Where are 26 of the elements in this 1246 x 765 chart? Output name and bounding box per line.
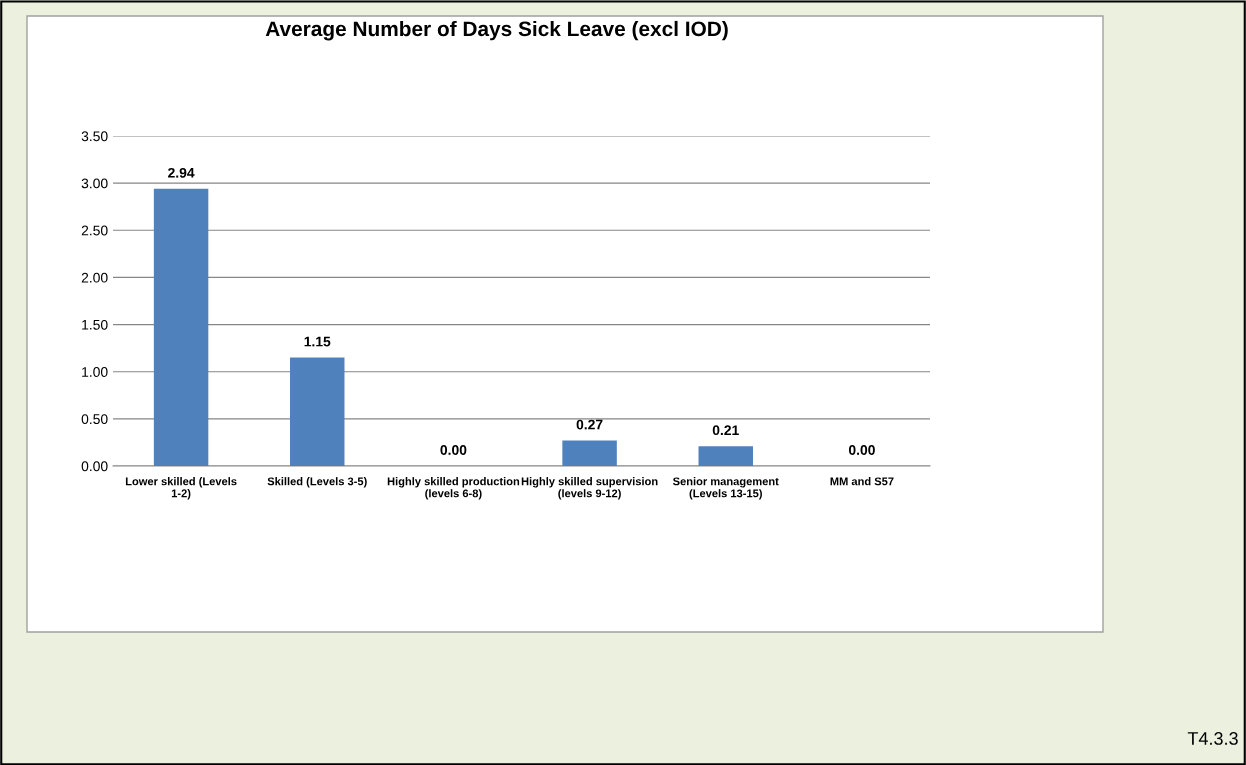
y-tick-label: 0.00 (81, 461, 108, 472)
data-label: 0.00 (440, 445, 467, 455)
data-label: 0.27 (576, 419, 603, 430)
y-tick-label: 0.50 (81, 414, 108, 425)
y-tick-label: 1.00 (82, 367, 108, 377)
y-tick-label: 2.50 (81, 225, 108, 236)
bar (290, 357, 345, 466)
text: T4.3.3 (1187, 732, 1238, 745)
x-tick-label: Skilled (Levels 3-5) (267, 477, 367, 488)
y-tick-label: 3.50 (81, 131, 108, 142)
x-tick-label: MM and S57 (830, 477, 894, 486)
bar (153, 188, 209, 466)
x-tick-label: Highly skilled production (levels 6-8) (387, 477, 520, 500)
data-label: 1.15 (304, 336, 331, 347)
y-tick-label: 1.50 (82, 319, 108, 330)
x-tick-label: Senior management (Levels 13-15) (672, 477, 779, 500)
x-tick-label: Lower skilled (Levels 1-2) (125, 477, 237, 500)
bar (562, 440, 617, 466)
x-tick-label: Highly skilled supervision (levels 9-12) (521, 477, 658, 500)
chart-title: Average Number of Days Sick Leave (excl IOD) (265, 20, 728, 41)
data-label: 2.94 (168, 167, 195, 178)
y-tick-label: 2.00 (81, 272, 108, 283)
y-tick-label: 3.00 (81, 178, 108, 189)
bar (698, 446, 753, 466)
data-label: 0.00 (848, 445, 875, 455)
data-label: 0.21 (712, 425, 739, 436)
